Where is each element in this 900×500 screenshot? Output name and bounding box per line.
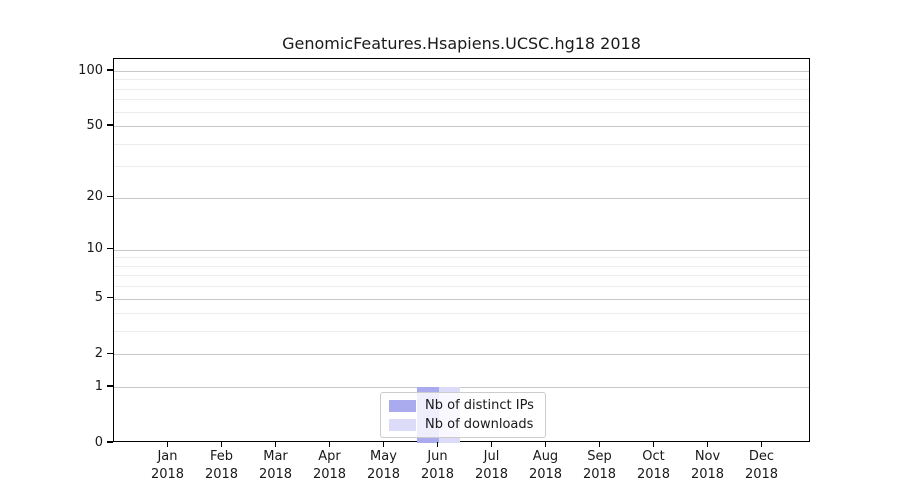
- minor-gridline: [114, 257, 809, 259]
- legend-label: Nb of downloads: [425, 417, 534, 432]
- x-tick-label: Apr 2018: [312, 449, 347, 482]
- y-tick: [107, 69, 113, 71]
- y-tick-label: 20: [86, 189, 103, 205]
- y-tick: [107, 124, 113, 126]
- x-tick-label: Jul 2018: [474, 449, 509, 482]
- y-tick: [107, 385, 113, 387]
- y-tick-label: 100: [78, 62, 103, 78]
- x-tick-label: Nov 2018: [690, 449, 725, 482]
- x-tick: [436, 442, 439, 447]
- minor-gridline: [114, 275, 809, 277]
- y-tick: [107, 296, 113, 299]
- chart-title: GenomicFeatures.Hsapiens.UCSC.hg18 2018: [282, 34, 641, 53]
- minor-gridline: [114, 111, 809, 113]
- x-tick-label: Feb 2018: [204, 449, 239, 482]
- legend-item-distinct-ips: Nb of distinct IPs: [389, 398, 537, 413]
- x-tick: [220, 442, 223, 447]
- minor-gridline: [114, 313, 809, 315]
- x-tick-label: Mar 2018: [258, 449, 293, 482]
- y-tick: [107, 195, 113, 198]
- x-tick-label: Aug 2018: [528, 449, 563, 482]
- minor-gridline: [114, 166, 809, 168]
- y-tick-label: 10: [86, 241, 103, 257]
- y-tick-label: 5: [94, 290, 103, 306]
- downloads-swatch: [389, 418, 416, 431]
- legend-item-downloads: Nb of downloads: [389, 417, 537, 432]
- x-tick: [652, 442, 655, 447]
- distinct-ips-swatch: [389, 399, 416, 412]
- plot-area: [113, 58, 810, 443]
- x-tick: [544, 442, 547, 447]
- major-gridline: [114, 197, 809, 199]
- x-tick-label: Sep 2018: [582, 449, 617, 482]
- x-tick: [490, 442, 493, 447]
- x-tick: [166, 442, 169, 447]
- minor-gridline: [114, 265, 809, 267]
- x-tick: [706, 442, 709, 447]
- x-tick-label: Dec 2018: [744, 449, 779, 482]
- legend-label: Nb of distinct IPs: [425, 398, 534, 413]
- y-tick: [107, 441, 113, 443]
- major-gridline: [114, 354, 809, 356]
- y-tick-label: 2: [94, 345, 103, 361]
- major-gridline: [114, 126, 809, 128]
- minor-gridline: [114, 88, 809, 90]
- y-tick: [107, 352, 113, 355]
- minor-gridline: [114, 331, 809, 333]
- x-tick-label: Oct 2018: [636, 449, 671, 482]
- y-tick: [107, 248, 113, 250]
- minor-gridline: [114, 79, 809, 81]
- x-tick: [274, 442, 277, 447]
- minor-gridline: [114, 99, 809, 101]
- major-gridline: [114, 387, 809, 389]
- x-tick: [382, 442, 385, 447]
- minor-gridline: [114, 286, 809, 288]
- x-tick-label: May 2018: [366, 449, 401, 482]
- minor-gridline: [114, 143, 809, 145]
- y-tick-label: 50: [86, 117, 103, 133]
- major-gridline: [114, 71, 809, 72]
- major-gridline: [114, 249, 809, 251]
- major-gridline: [114, 298, 809, 300]
- legend: Nb of distinct IPs Nb of downloads: [380, 392, 546, 438]
- x-tick: [760, 442, 763, 447]
- x-tick-label: Jan 2018: [150, 449, 185, 482]
- x-tick-label: Jun 2018: [420, 449, 455, 482]
- x-tick: [328, 442, 331, 447]
- y-tick-label: 0: [94, 434, 103, 450]
- y-tick-label: 1: [94, 378, 103, 394]
- x-tick: [598, 442, 601, 447]
